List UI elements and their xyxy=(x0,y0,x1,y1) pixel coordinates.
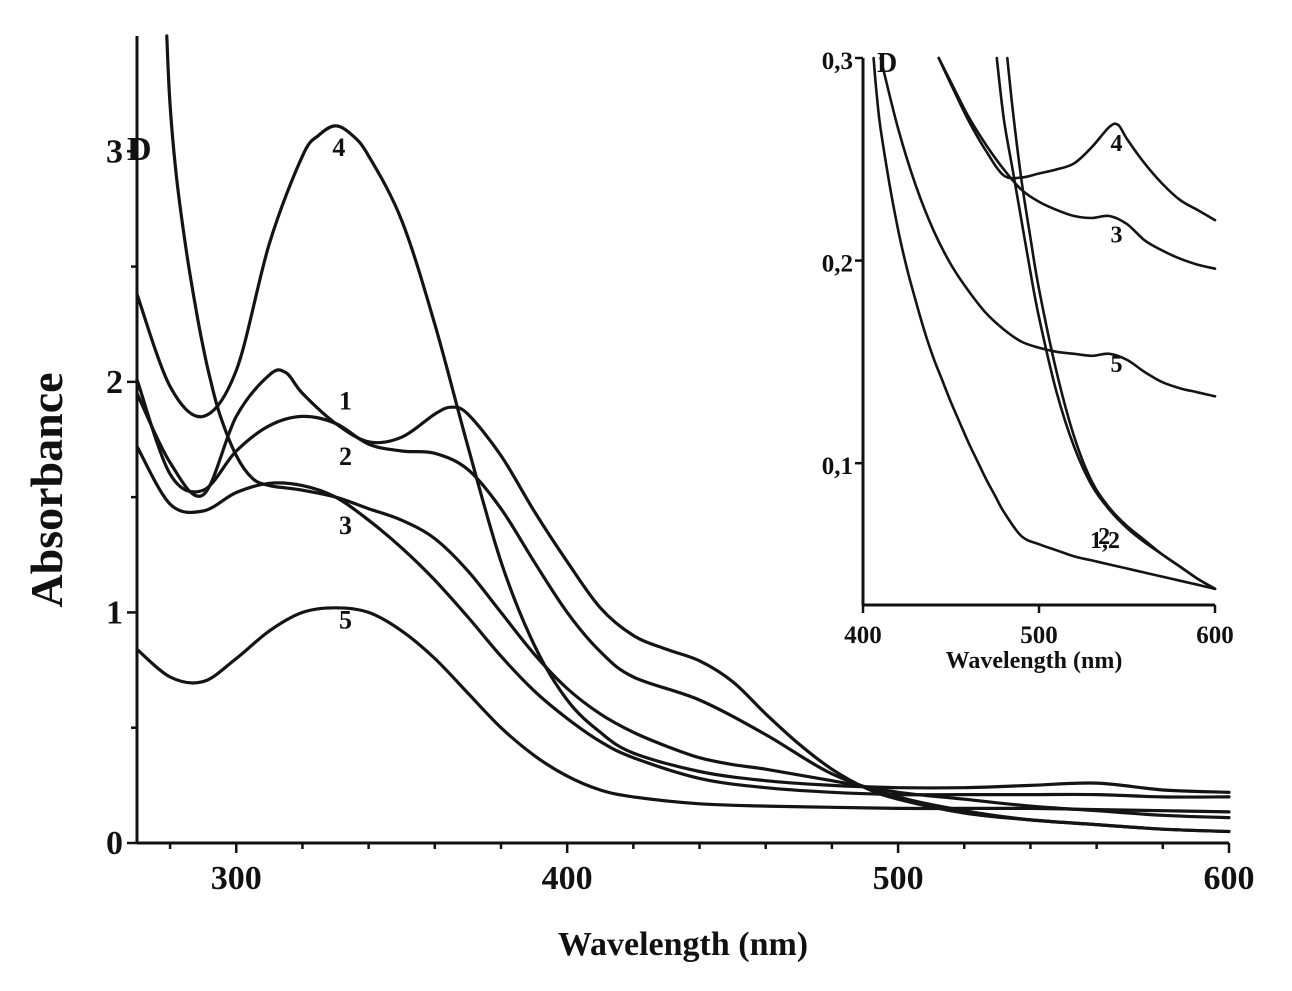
main-series-4 xyxy=(135,124,1231,794)
main-y-tick-label: 2 xyxy=(106,364,123,401)
inset-x-tick-label: 400 xyxy=(844,622,882,649)
inset-curve-label-2: 2 xyxy=(1098,524,1110,550)
inset-y-tick-label: 0,2 xyxy=(822,251,853,278)
main-series-3 xyxy=(135,444,1231,799)
main-curve-label-3: 3 xyxy=(339,511,352,540)
inset-y-tick-label: 0,1 xyxy=(822,453,853,480)
main-curve-label-2: 2 xyxy=(339,442,352,471)
inset-series-1 xyxy=(995,56,1217,591)
main-y-tick-label: 1 xyxy=(106,594,123,631)
main-curve-label-4: 4 xyxy=(332,133,345,162)
inset-corner-label: D xyxy=(877,48,897,79)
inset-curve-labels: 4 3 5 2 xyxy=(1098,131,1122,550)
main-y-axis-title: Absorbance xyxy=(21,372,72,607)
inset-series-D xyxy=(872,56,1217,591)
main-curve-labels: 1 2 3 4 5 xyxy=(332,133,352,635)
main-x-tick-label: 600 xyxy=(1204,860,1255,897)
inset-x-tick-label: 500 xyxy=(1020,622,1058,649)
main-curve-label-5: 5 xyxy=(339,606,352,635)
main-x-tick-label: 400 xyxy=(542,860,593,897)
main-plot: 300 400 500 600 0 1 2 3 1 2 3 4 5 Wavelength (nm) A… xyxy=(21,34,1255,963)
main-corner-label: D xyxy=(127,131,152,168)
inset-curve-label-4: 4 xyxy=(1110,131,1122,157)
inset-x-axis-title: Wavelength (nm) xyxy=(946,648,1123,674)
main-y-tick-label: 0 xyxy=(106,825,123,862)
inset-curve-label-1-2: 1,2 xyxy=(1090,528,1120,554)
main-y-tick-label: 3 xyxy=(106,133,123,170)
inset-ticks: 400 500 600 0,1 0,2 0,3 xyxy=(822,48,1234,649)
main-series-5 xyxy=(135,606,1231,814)
main-curve-label-1: 1 xyxy=(339,387,352,416)
inset-x-tick-label: 600 xyxy=(1196,622,1234,649)
inset-series-2 xyxy=(1006,56,1217,591)
main-series-D xyxy=(165,34,1231,820)
inset-series-5 xyxy=(879,56,1217,398)
main-series-1 xyxy=(135,368,1231,834)
inset-curves xyxy=(872,56,1217,591)
main-curves xyxy=(135,34,1231,834)
inset-curve-label-5: 5 xyxy=(1110,352,1122,378)
main-x-axis-title: Wavelength (nm) xyxy=(558,926,808,963)
main-x-tick-label: 500 xyxy=(873,860,924,897)
main-x-tick-label: 300 xyxy=(211,860,262,897)
main-series-2 xyxy=(135,378,1231,834)
inset-curve-label-3: 3 xyxy=(1110,222,1122,248)
inset-y-tick-label: 0,3 xyxy=(822,48,853,75)
inset-series-3 xyxy=(937,56,1217,270)
inset-series-4 xyxy=(937,56,1217,222)
main-ticks: 300 400 500 600 0 1 2 3 xyxy=(106,133,1255,897)
